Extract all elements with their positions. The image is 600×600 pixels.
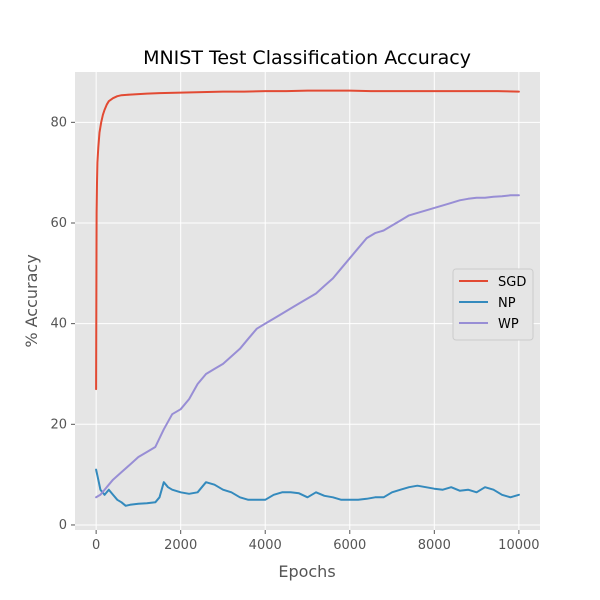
x-tick-label: 10000 [498,538,539,553]
x-axis-ticks: 0 2000 4000 6000 8000 10000 [92,530,540,553]
series-line-np [95,468,520,507]
y-tick-label: 20 [50,417,67,432]
x-tick-label: 8000 [418,538,451,553]
legend-label-np: NP [498,296,516,311]
y-axis-label: % Accuracy [22,254,41,347]
y-tick-label: 0 [59,518,67,533]
series-line-wp [95,194,520,499]
x-tick-label: 4000 [249,538,282,553]
x-tick-label: 6000 [333,538,366,553]
y-axis-ticks: 0 20 40 60 80 [50,115,75,533]
x-tick-label: 2000 [164,538,197,553]
y-tick-label: 60 [50,216,67,231]
chart-title: MNIST Test Classification Accuracy [143,47,471,69]
legend-label-wp: WP [498,317,519,332]
legend: SGD NP WP [452,268,534,341]
series-line-sgd [95,89,520,391]
y-tick-label: 40 [50,317,67,332]
legend-label-sgd: SGD [498,275,526,290]
x-axis-label: Epochs [278,562,335,581]
grid-lines [75,72,540,530]
x-tick-label: 0 [92,538,100,553]
series-lines [95,89,520,507]
y-tick-label: 80 [50,115,67,130]
